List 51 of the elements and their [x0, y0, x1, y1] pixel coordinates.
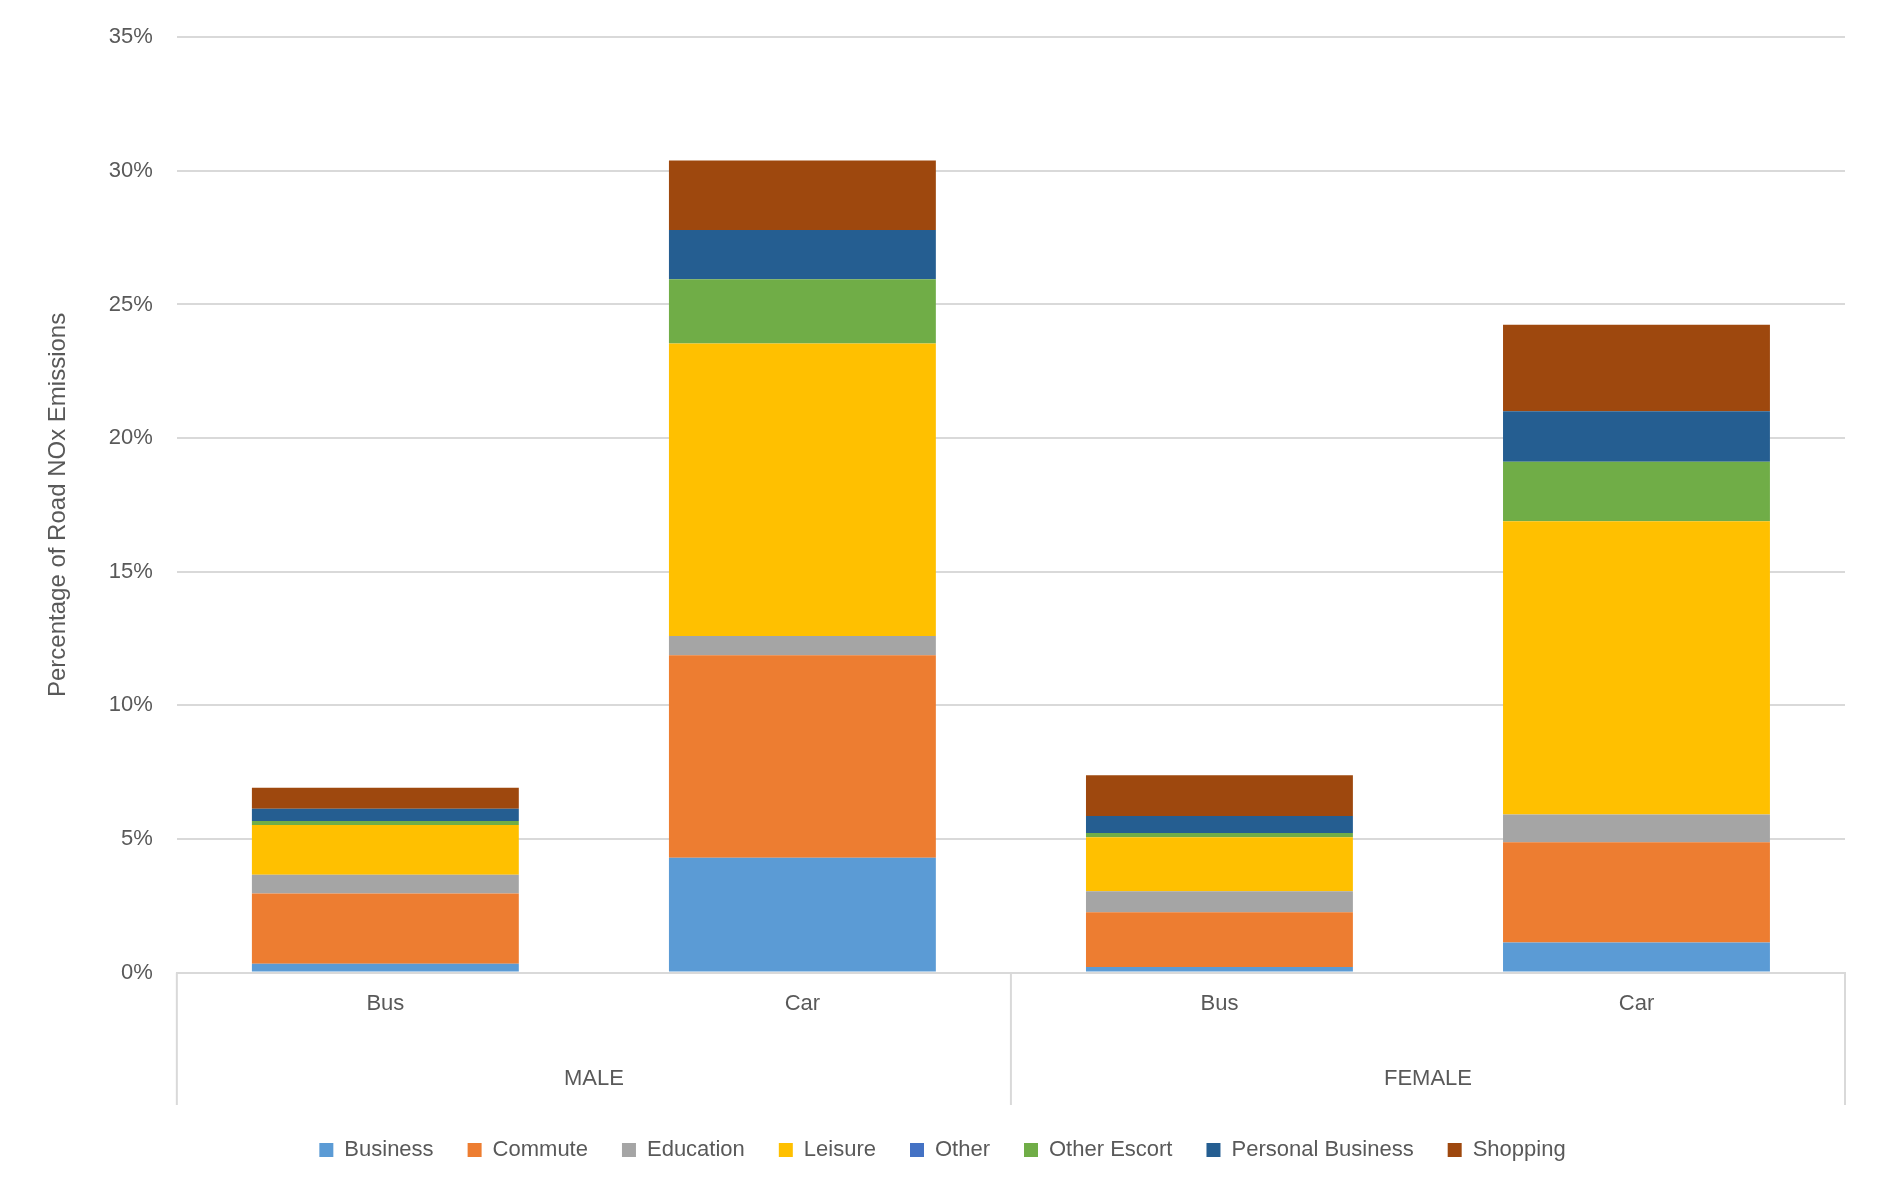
- legend-label: Shopping: [1472, 1136, 1566, 1162]
- bar: [251, 808, 519, 822]
- text: MALE: [563, 1065, 624, 1091]
- y-axis-title: Percentage of Road NOx Emissions: [43, 312, 71, 697]
- bar: [251, 787, 519, 809]
- y-tick-label: 0%: [121, 958, 153, 984]
- bar: [668, 857, 936, 972]
- legend-label: Business: [344, 1136, 434, 1162]
- bar: [251, 874, 519, 894]
- legend-label: Commute: [492, 1136, 588, 1162]
- bar: [251, 963, 519, 972]
- bar: [1085, 833, 1353, 838]
- bar: [1085, 815, 1353, 834]
- bar: [668, 343, 936, 637]
- bar: [1503, 942, 1770, 972]
- bar: [251, 825, 519, 875]
- bar: [1085, 912, 1353, 967]
- bar: [1085, 966, 1353, 972]
- legend-label: Other: [934, 1136, 990, 1162]
- bar: [251, 893, 519, 964]
- y-tick-label: 30%: [108, 156, 153, 182]
- bar: [1085, 775, 1353, 816]
- y-tick-label: 5%: [121, 825, 153, 851]
- x-tick-label: Bus: [1200, 989, 1239, 1015]
- bar: [1503, 842, 1770, 943]
- bar: [668, 655, 936, 858]
- bar: [668, 636, 936, 656]
- bar: [1503, 521, 1770, 815]
- x-tick-label: Car: [784, 989, 821, 1015]
- y-tick-label: 35%: [108, 23, 153, 49]
- legend-label: Leisure: [803, 1136, 876, 1162]
- bar: [1085, 837, 1353, 892]
- bar: [1503, 461, 1770, 522]
- legend-label: Personal Business: [1231, 1136, 1414, 1162]
- x-tick-label: Car: [1618, 989, 1655, 1015]
- bar: [668, 279, 936, 344]
- legend-label: Education: [646, 1136, 745, 1162]
- y-tick-label: 20%: [108, 424, 153, 450]
- x-tick-label: Bus: [366, 989, 405, 1015]
- y-tick-label: 25%: [108, 290, 153, 316]
- bar: [251, 821, 519, 826]
- y-tick-label: 15%: [108, 557, 153, 583]
- bar: [668, 160, 936, 230]
- text: FEMALE: [1383, 1065, 1472, 1091]
- legend-label: Other Escort: [1048, 1136, 1173, 1162]
- bar: [668, 229, 936, 280]
- bar: [1503, 324, 1770, 412]
- bar: [1085, 891, 1353, 913]
- bar: [1503, 814, 1770, 843]
- bar: [1503, 411, 1770, 462]
- y-tick-label: 10%: [108, 691, 153, 717]
